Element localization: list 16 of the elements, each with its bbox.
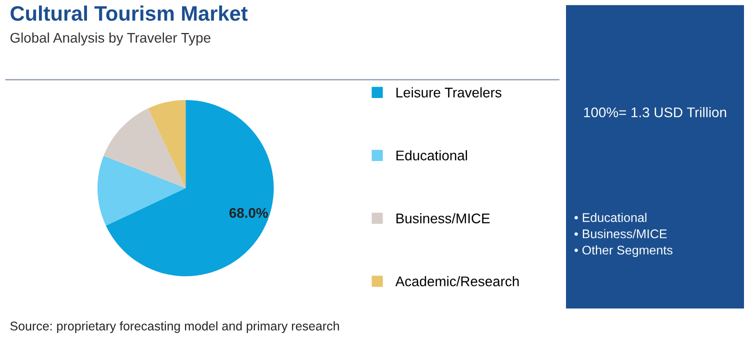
text: • Business/MICE [574, 229, 667, 238]
text: • Other Segments [574, 245, 672, 258]
legend-label: Business/MICE [396, 213, 490, 224]
pie-slice [97, 156, 186, 226]
chart-subtitle: Global Analysis by Traveler Type [10, 32, 210, 46]
text: • Educational [574, 212, 646, 222]
legend-label: Educational [396, 150, 467, 160]
pie-slice [106, 100, 274, 276]
pie-slice [148, 100, 186, 188]
chart-title: Cultural Tourism Market [10, 6, 248, 21]
data-label: 68.0% [229, 208, 268, 218]
pie-slice [104, 108, 186, 188]
legend-label: Leisure Travelers [396, 87, 502, 98]
text: 100%= 1.3 USD Trillion [584, 107, 726, 118]
legend-label: Academic/Research [395, 276, 519, 286]
source-note: Source: proprietary forecasting model and primary research [10, 321, 339, 333]
